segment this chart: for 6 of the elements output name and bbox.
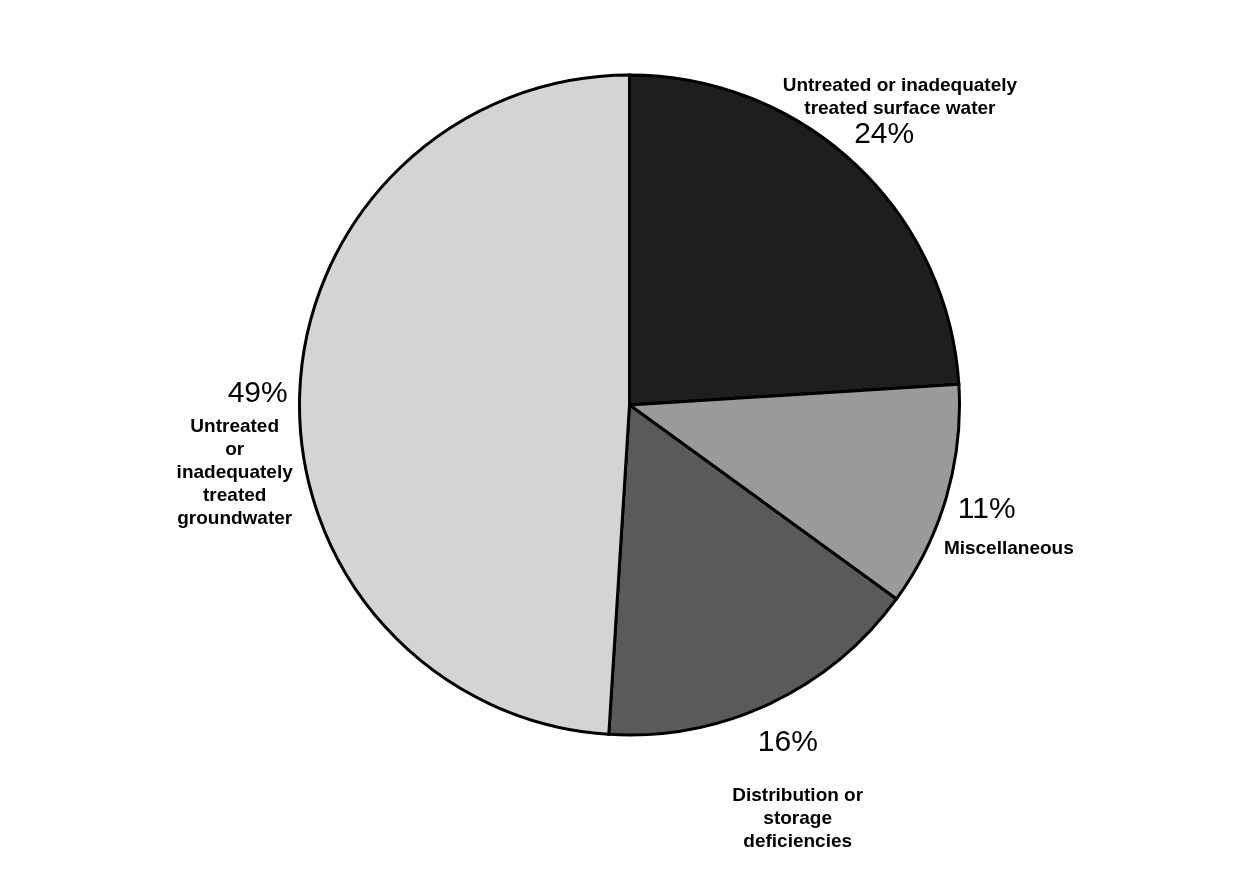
data-label: 11%	[957, 490, 1016, 524]
data-label: 16%	[757, 723, 818, 757]
slice-label: Distribution or storage deficiencies	[732, 784, 864, 852]
data-label: 49%	[227, 375, 288, 409]
slice-label: Miscellaneous	[943, 537, 1074, 559]
slice-label: Untreated or inadequately treated groundwater	[176, 414, 294, 528]
